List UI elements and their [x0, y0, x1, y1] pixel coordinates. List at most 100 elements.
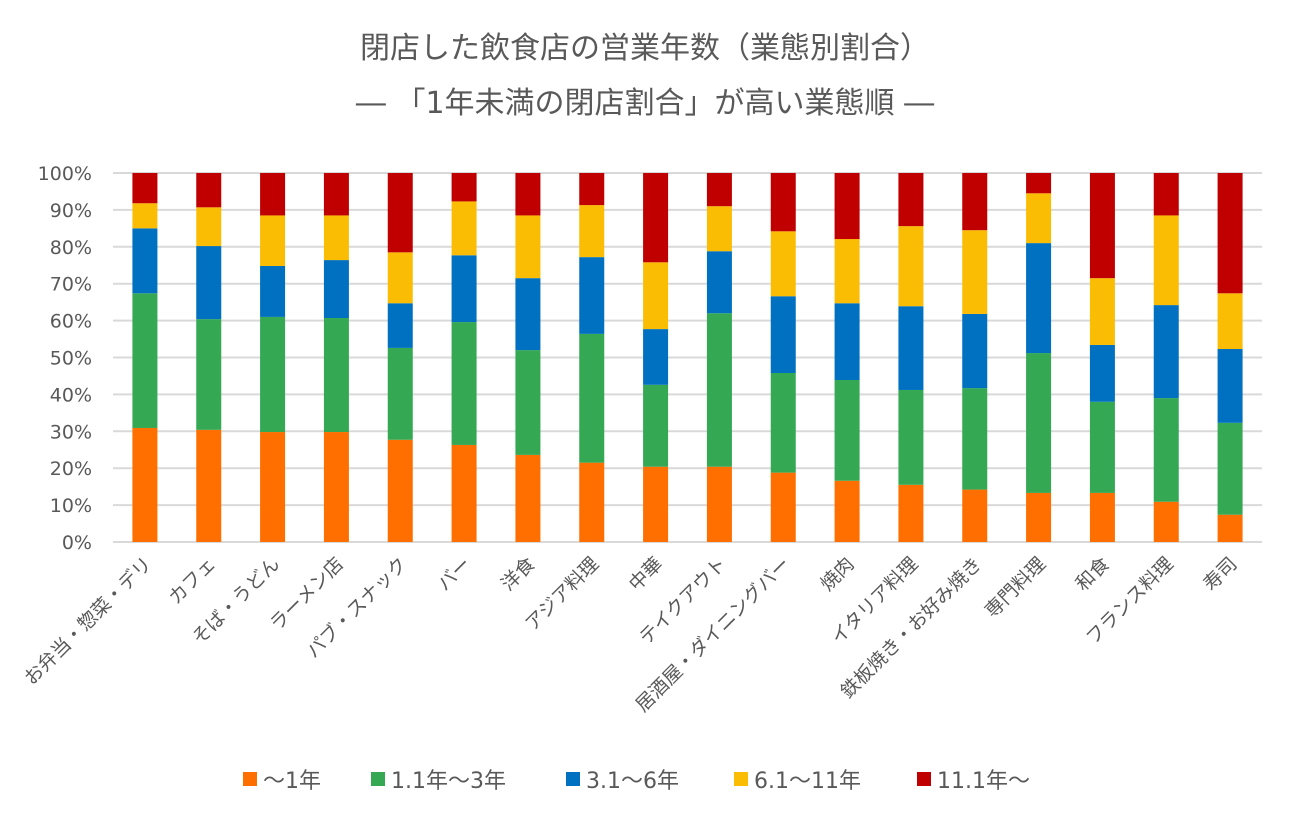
bar-segment	[196, 246, 222, 320]
bar-segment	[834, 380, 860, 481]
bar-segment	[898, 173, 924, 227]
bar-segment	[1153, 501, 1179, 542]
legend-item: 11.1年～	[917, 769, 1030, 794]
bar-segment	[1217, 422, 1243, 515]
bar-segment	[898, 389, 924, 485]
bar-segment	[579, 333, 605, 463]
y-tick-label: 40%	[50, 384, 92, 406]
bar-segment	[451, 444, 477, 542]
bar-segment	[1153, 215, 1179, 306]
bar-segment	[260, 215, 286, 266]
bar-segment	[132, 173, 158, 204]
y-tick-label: 70%	[50, 274, 92, 296]
bar-segment	[1089, 278, 1115, 345]
bar-segment	[323, 318, 349, 433]
legend-swatch	[243, 772, 257, 786]
legend-item: 1.1年～3年	[371, 769, 506, 794]
bar-segment	[323, 432, 349, 542]
bar-segment	[1089, 173, 1115, 279]
bar-segment	[196, 207, 222, 247]
bar-segment	[132, 427, 158, 542]
legend-label: 6.1～11年	[754, 769, 861, 794]
bar-segment	[196, 429, 222, 542]
bar-segment	[451, 255, 477, 323]
bar-segment	[962, 173, 988, 231]
legend-swatch	[734, 772, 748, 786]
bar-segment	[706, 313, 732, 467]
bar-segment	[196, 173, 222, 208]
bar-segment	[898, 306, 924, 390]
bar-segment	[323, 260, 349, 319]
bar-segment	[770, 296, 796, 373]
bar-segment	[1217, 173, 1243, 294]
x-axis-labels: お弁当・惣菜・デリ カフェそば・うどんラーメン店パブ・スナック バー 洋食アジア料理中…	[20, 552, 1242, 716]
x-tick-label: 中華	[625, 553, 667, 595]
bar-segment	[1089, 344, 1115, 402]
x-tick-label: バー	[433, 553, 475, 595]
bar-segment	[643, 384, 669, 467]
bar-segment	[387, 439, 413, 542]
y-tick-label: 0%	[62, 532, 92, 554]
bar-segment	[834, 480, 860, 542]
bar-segment	[706, 466, 732, 542]
bar-segment	[387, 347, 413, 440]
bar-segment	[323, 173, 349, 216]
bar-segment	[1217, 293, 1243, 350]
bar-segment	[834, 303, 860, 381]
legend-label: 3.1～6年	[586, 769, 679, 794]
bar-segment	[1026, 173, 1052, 194]
bar-segment	[387, 252, 413, 304]
bar-segment	[770, 173, 796, 232]
bar-segment	[643, 173, 669, 263]
bar-segment	[451, 322, 477, 445]
bar-segment	[706, 173, 732, 207]
bar-segment	[579, 257, 605, 334]
bar-segment	[579, 173, 605, 206]
legend-swatch	[917, 772, 931, 786]
bar-segment	[260, 265, 286, 317]
bar-segment	[1026, 243, 1052, 354]
bar-segment	[451, 201, 477, 256]
x-tick-label: お弁当・惣菜・デリ	[20, 553, 156, 689]
y-axis-ticks: 0% 10% 20% 30% 40% 50% 60% 70% 80% 90% 100%	[38, 163, 92, 554]
bar-segment	[1089, 401, 1115, 493]
bar-segment	[643, 262, 669, 330]
bar-segment	[515, 278, 541, 351]
bar-segment	[834, 173, 860, 240]
bar-segment	[770, 472, 796, 542]
bar-segment	[1089, 492, 1115, 542]
bar-segment	[643, 329, 669, 385]
bar-segment	[387, 173, 413, 253]
bar-segment	[1217, 514, 1243, 542]
bar-segment	[260, 316, 286, 433]
x-tick-label: 和食	[1072, 553, 1114, 595]
bar-segment	[515, 215, 541, 279]
legend-label: ～1年	[263, 769, 321, 794]
bar-segment	[898, 226, 924, 307]
bar-segment	[962, 388, 988, 490]
bar-segment	[962, 313, 988, 389]
bar-segment	[706, 206, 732, 252]
x-tick-label: 寿司	[1199, 553, 1241, 595]
legend-label: 1.1年～3年	[391, 769, 506, 794]
x-tick-label: 洋食	[497, 553, 539, 595]
bar-segment	[132, 203, 158, 229]
bar-segment	[962, 489, 988, 542]
bar-segment	[515, 350, 541, 455]
bar-segment	[1217, 349, 1243, 423]
y-tick-label: 10%	[50, 495, 92, 517]
bar-segment	[1026, 353, 1052, 493]
y-tick-label: 30%	[50, 421, 92, 443]
bar-segment	[1026, 492, 1052, 542]
x-tick-label: 焼肉	[816, 553, 858, 595]
bar-segment	[323, 215, 349, 261]
legend-swatch	[371, 772, 385, 786]
bar-segment	[387, 303, 413, 348]
bar-segment	[451, 173, 477, 202]
y-tick-label: 90%	[50, 200, 92, 222]
bar-segment	[834, 239, 860, 304]
y-tick-label: 100%	[38, 163, 92, 185]
gridlines	[113, 172, 1262, 543]
bar-segment	[260, 173, 286, 216]
